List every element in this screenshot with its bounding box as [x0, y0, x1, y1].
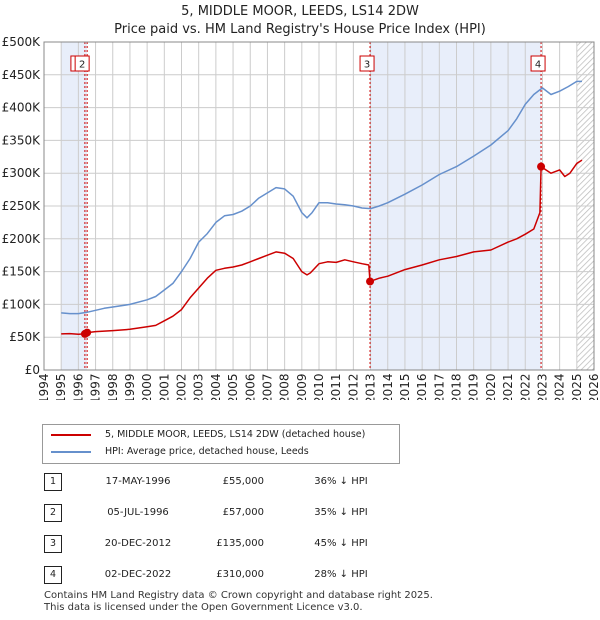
x-tick-label: 2003: [192, 373, 206, 400]
transaction-hpi: 35% ↓ HPI: [314, 507, 368, 518]
x-tick-label: 2011: [329, 373, 343, 400]
transaction-number: 2: [44, 504, 62, 522]
hpi-series-line: [61, 80, 582, 315]
plot-frame: [43, 41, 595, 371]
transaction-row: 3 20-DEC-2012 £135,000 45% ↓ HPI: [44, 534, 424, 554]
x-tick-label: 2013: [364, 373, 378, 400]
x-tick-label: 2004: [209, 373, 223, 400]
x-tick-label: 2022: [518, 373, 532, 400]
transaction-point: [366, 277, 375, 286]
x-tick-label: 2009: [295, 373, 309, 400]
x-tick-label: 2002: [175, 373, 189, 400]
y-tick-label: £50K: [9, 330, 41, 344]
x-tick-label: 2008: [278, 373, 292, 400]
x-tick-label: 2017: [432, 373, 446, 400]
x-tick-label: 1995: [54, 373, 68, 400]
y-tick-label: £200K: [2, 232, 42, 246]
transaction-price: £55,000: [222, 476, 264, 487]
chart-subtitle: Price paid vs. HM Land Registry's House …: [114, 22, 486, 37]
x-tick-label: 1996: [71, 373, 85, 400]
transaction-label-text: 4: [535, 60, 541, 71]
legend-swatch-property: [51, 433, 91, 436]
transaction-row: 4 02-DEC-2022 £310,000 28% ↓ HPI: [44, 565, 424, 585]
transaction-hpi: 45% ↓ HPI: [314, 538, 368, 549]
transaction-label-box: [74, 55, 90, 72]
y-tick-label: £450K: [2, 68, 42, 82]
x-tick-label: 2026: [587, 373, 600, 400]
transaction-date: 20-DEC-2012: [104, 538, 172, 549]
x-tick-label: 2019: [467, 373, 481, 400]
x-tick-label: 2025: [570, 373, 584, 400]
legend-label-property: 5, MIDDLE MOOR, LEEDS, LS14 2DW (detache…: [105, 429, 366, 440]
transaction-date: 02-DEC-2022: [104, 569, 172, 580]
x-tick-label: 2007: [260, 373, 274, 400]
transaction-hpi: 28% ↓ HPI: [314, 569, 368, 580]
x-tick-label: 2018: [450, 373, 464, 400]
y-tick-label: £500K: [2, 35, 42, 49]
x-tick-label: 2014: [381, 373, 395, 400]
transaction-row: 1 17-MAY-1996 £55,000 36% ↓ HPI: [44, 472, 424, 492]
y-tick-label: £400K: [2, 101, 42, 115]
x-tick-label: 2016: [415, 373, 429, 400]
legend-item-hpi: HPI: Average price, detached house, Leed…: [51, 444, 309, 460]
x-tick-label: 2001: [157, 373, 171, 400]
transaction-hpi: 36% ↓ HPI: [314, 476, 368, 487]
transaction-point: [537, 162, 546, 171]
transaction-price: £135,000: [216, 538, 264, 549]
transaction-label-text: 2: [79, 60, 85, 71]
x-tick-label: 2021: [501, 373, 515, 400]
transaction-label-box: [359, 55, 375, 72]
x-tick-label: 2020: [484, 373, 498, 400]
y-tick-label: £100K: [2, 297, 42, 311]
footer-licence: This data is licensed under the Open Gov…: [44, 602, 363, 613]
legend-item-property: 5, MIDDLE MOOR, LEEDS, LS14 2DW (detache…: [51, 427, 365, 443]
legend-label-hpi: HPI: Average price, detached house, Leed…: [105, 446, 309, 457]
transaction-number: 4: [44, 566, 62, 584]
transaction-row: 2 05-JUL-1996 £57,000 35% ↓ HPI: [44, 503, 424, 523]
y-tick-label: £250K: [2, 199, 42, 213]
transaction-price: £57,000: [222, 507, 264, 518]
transaction-number: 1: [44, 473, 62, 491]
y-tick-label: £350K: [2, 133, 42, 147]
x-tick-label: 2024: [553, 373, 567, 400]
transaction-label-box: [530, 55, 546, 72]
x-tick-label: 2010: [312, 373, 326, 400]
x-tick-label: 2012: [346, 373, 360, 400]
transaction-date: 05-JUL-1996: [107, 507, 169, 518]
legend-swatch-hpi: [51, 450, 91, 453]
y-tick-label: £150K: [2, 265, 42, 279]
x-tick-label: 1998: [106, 373, 120, 400]
x-tick-label: 1994: [37, 373, 51, 400]
y-tick-label: £300K: [2, 166, 42, 180]
x-tick-label: 2005: [226, 373, 240, 400]
x-tick-label: 2000: [140, 373, 154, 400]
x-tick-label: 1997: [89, 373, 103, 400]
x-tick-label: 2023: [535, 373, 549, 400]
transaction-number: 3: [44, 535, 62, 553]
transaction-date: 17-MAY-1996: [105, 476, 171, 487]
x-tick-label: 1999: [123, 373, 137, 400]
property-series-line: [61, 159, 583, 335]
footer-copyright: Contains HM Land Registry data © Crown c…: [44, 590, 433, 601]
y-tick-label: £0: [25, 363, 40, 377]
price-chart: £0 £50K £100K £150K £200K £250K £300K £350K £400…: [2, 35, 600, 400]
x-tick-label: 2015: [398, 373, 412, 400]
x-tick-label: 2006: [243, 373, 257, 400]
transaction-point: [83, 328, 92, 337]
legend: 5, MIDDLE MOOR, LEEDS, LS14 2DW (detache…: [42, 424, 400, 464]
chart-title: 5, MIDDLE MOOR, LEEDS, LS14 2DW: [181, 4, 419, 19]
transaction-price: £310,000: [216, 569, 264, 580]
transaction-label-text: 3: [364, 60, 370, 71]
